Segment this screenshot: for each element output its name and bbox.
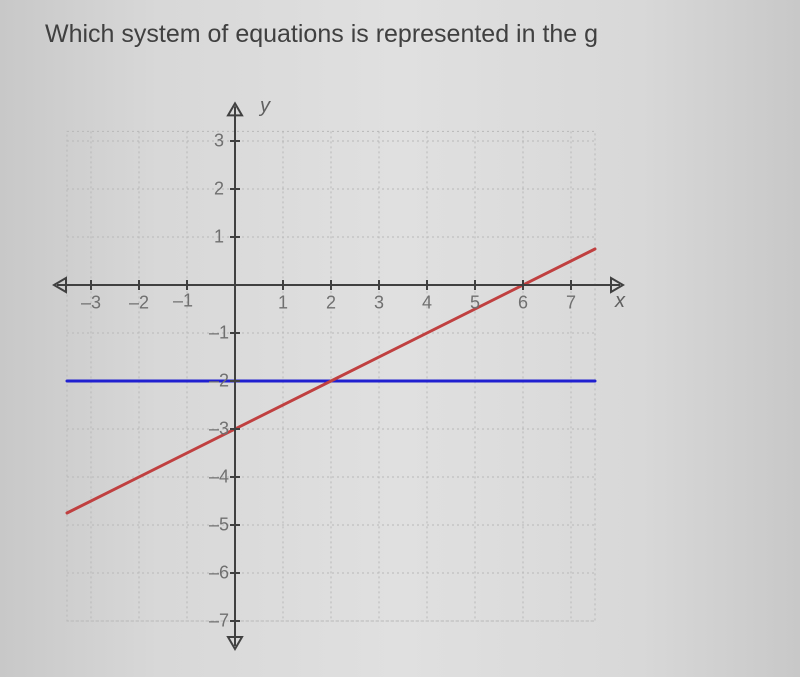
graph-svg [50, 95, 645, 655]
y-tick-label: –3 [209, 419, 229, 440]
x-tick-label: 2 [326, 293, 336, 314]
question-text: Which system of equations is represented… [45, 20, 598, 49]
y-tick-label: –5 [209, 515, 229, 536]
x-tick-label: 7 [566, 293, 576, 314]
coordinate-graph: y x –3 –2 –1 1 2 3 4 5 6 7 –7 –6 –5 –4 –3 –2 –1 1 2 3 [50, 95, 645, 655]
y-tick-label: 3 [214, 131, 224, 152]
x-tick-label: 5 [470, 293, 480, 314]
x-tick-label: 4 [422, 293, 432, 314]
x-tick-label: –1 [173, 291, 193, 312]
y-tick-label: –6 [209, 563, 229, 584]
y-tick-label: –1 [209, 323, 229, 344]
y-tick-label: 1 [214, 227, 224, 248]
x-tick-label: 6 [518, 293, 528, 314]
x-tick-label: –2 [129, 293, 149, 314]
y-tick-label: –7 [209, 611, 229, 632]
y-tick-label: 2 [214, 179, 224, 200]
x-tick-label: 1 [278, 293, 288, 314]
y-tick-label: –2 [209, 371, 229, 392]
x-tick-label: –3 [81, 293, 101, 314]
x-tick-label: 3 [374, 293, 384, 314]
x-axis-label: x [615, 290, 625, 313]
y-tick-label: –4 [209, 467, 229, 488]
y-axis-label: y [260, 95, 270, 118]
